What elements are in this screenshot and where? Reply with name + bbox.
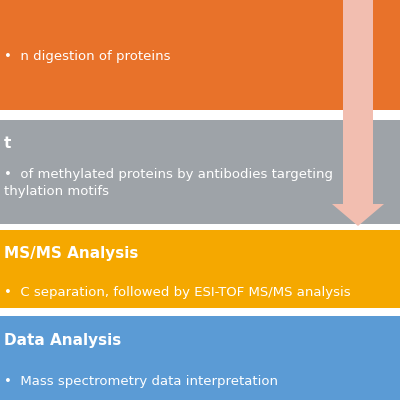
Bar <box>0 110 400 114</box>
Bar <box>343 0 373 204</box>
Text: •  Mass spectrometry data interpretation: • Mass spectrometry data interpretation <box>4 375 278 388</box>
Polygon shape <box>332 204 384 226</box>
Bar <box>0 316 400 400</box>
Bar <box>0 230 400 310</box>
Text: •  of methylated proteins by antibodies targeting
thylation motifs: • of methylated proteins by antibodies t… <box>4 168 333 198</box>
Text: •  n digestion of proteins: • n digestion of proteins <box>4 50 170 63</box>
Text: t: t <box>4 136 11 151</box>
Bar <box>0 308 400 312</box>
Bar <box>0 120 400 226</box>
Bar <box>0 0 400 112</box>
Text: MS/MS Analysis: MS/MS Analysis <box>4 246 138 261</box>
Text: •  C separation, followed by ESI-TOF MS/MS analysis: • C separation, followed by ESI-TOF MS/M… <box>4 286 351 299</box>
Bar <box>0 224 400 228</box>
Text: Data Analysis: Data Analysis <box>4 333 121 348</box>
